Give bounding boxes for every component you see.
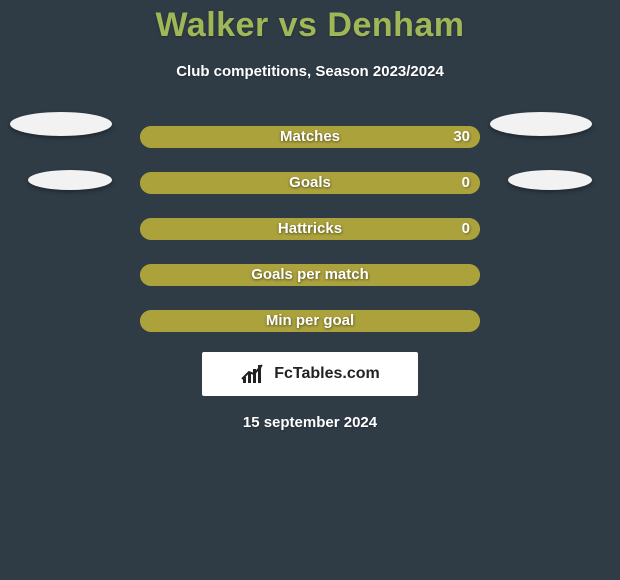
stat-bar-label: Min per goal — [140, 310, 480, 332]
stat-bar: Goals0 — [140, 172, 480, 194]
stat-bar-label: Goals per match — [140, 264, 480, 286]
stat-bars: Matches30Goals0Hattricks0Goals per match… — [140, 126, 480, 332]
stat-bar-label: Matches — [140, 126, 480, 148]
fctables-link[interactable]: FcTables.com — [202, 352, 418, 396]
page-title: Walker vs Denham — [0, 0, 620, 45]
stat-bar-label: Goals — [140, 172, 480, 194]
page-subtitle: Club competitions, Season 2023/2024 — [0, 63, 620, 80]
stat-bar-value: 0 — [462, 218, 470, 240]
stat-bar-label: Hattricks — [140, 218, 480, 240]
left-small-ellipse — [28, 170, 112, 190]
stat-bar: Matches30 — [140, 126, 480, 148]
date-line: 15 september 2024 — [0, 414, 620, 431]
stat-bar-value: 30 — [453, 126, 470, 148]
stat-bar: Hattricks0 — [140, 218, 480, 240]
right-big-ellipse — [490, 112, 592, 136]
right-small-ellipse — [508, 170, 592, 190]
stat-bar: Min per goal — [140, 310, 480, 332]
comparison-infographic: Walker vs Denham Club competitions, Seas… — [0, 0, 620, 580]
stat-bar: Goals per match — [140, 264, 480, 286]
stat-bar-value: 0 — [462, 172, 470, 194]
left-big-ellipse — [10, 112, 112, 136]
bar-chart-icon — [240, 363, 268, 385]
brand-text: FcTables.com — [274, 365, 380, 383]
